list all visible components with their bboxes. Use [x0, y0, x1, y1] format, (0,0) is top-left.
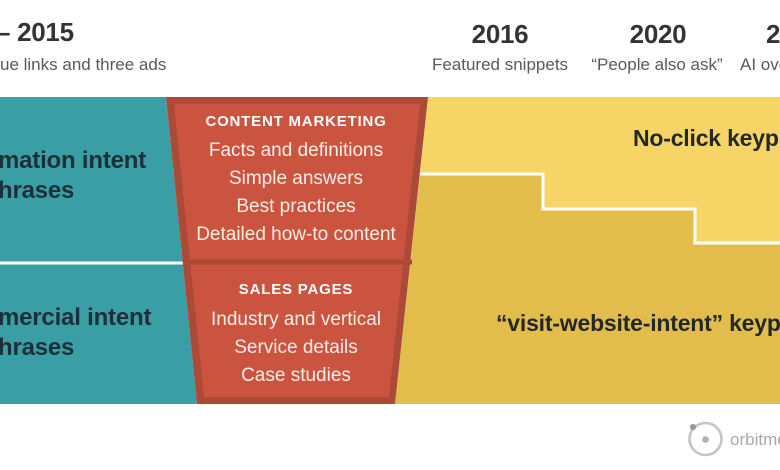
step-divider-line	[420, 172, 780, 245]
era-2020-year: 2020	[629, 19, 687, 49]
era-2016-label: Featured snippets	[431, 55, 569, 74]
era-2016-year: 2016	[471, 19, 529, 49]
era-2015-label: ue links and three ads	[0, 55, 167, 74]
light-yellow-region	[420, 97, 780, 243]
era-2015-year: – 2015	[0, 17, 74, 47]
information-intent-label: mation intent hrases	[0, 147, 147, 204]
era-2024-label: AI overviews	[740, 55, 780, 74]
no-click-label: No-click keyphrases	[633, 125, 780, 151]
sales-pages-title: SALES PAGES	[238, 281, 354, 298]
funnel-fill	[174, 104, 420, 397]
brand-wordmark: orbitmedia	[730, 430, 780, 449]
content-marketing-items: Facts and definitions Simple answers Bes…	[196, 140, 396, 245]
era-2024-year: 2024	[766, 19, 780, 49]
visit-website-intent-label: “visit-website-intent” keyphrases	[496, 310, 780, 336]
dark-yellow-region	[395, 174, 780, 404]
era-2020-label: “People also ask”	[591, 55, 723, 74]
teal-band	[0, 97, 197, 404]
commercial-intent-label: mercial intent hrases	[0, 304, 152, 361]
sales-pages-items: Industry and vertical Service details Ca…	[210, 309, 382, 386]
content-marketing-title: CONTENT MARKETING	[205, 113, 387, 130]
orbit-logo-icon	[688, 421, 723, 457]
